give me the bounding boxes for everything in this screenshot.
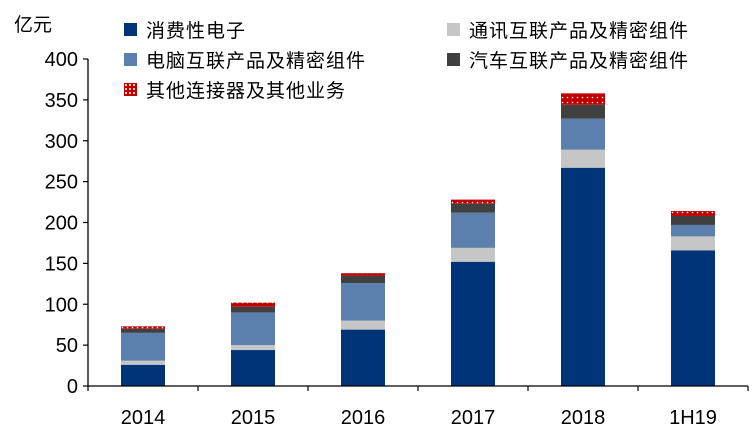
legend-item-other-business: 其他连接器及其他业务 [124,74,366,104]
y-tick-label: 300 [45,131,78,153]
bar-segment-1H19-series-4 [671,211,715,216]
bar-segment-2017-series-3 [451,203,495,213]
bar-segment-2014-series-3 [121,328,165,333]
bar-segment-1H19-series-2 [671,224,715,237]
bar-segment-2018-series-3 [561,104,605,119]
legend-label-other-business: 其他连接器及其他业务 [146,79,347,102]
legend-label-communication-interconnect: 通讯互联产品及精密组件 [469,19,690,42]
bar-segment-2015-series-4 [231,302,275,307]
bar-segment-2015-series-0 [231,350,275,386]
bar-segment-2015-series-3 [231,306,275,313]
bar-segment-2016-series-1 [341,320,385,330]
bar-segment-2015-series-2 [231,312,275,346]
bar-segment-2014-series-0 [121,364,165,386]
bar-segment-2018-series-1 [561,149,605,168]
bar-segment-1H19-series-3 [671,215,715,225]
bar-segment-2014-series-4 [121,326,165,329]
x-tick-label: 2014 [121,407,166,429]
bar-segment-2016-series-3 [341,275,385,283]
bar-segment-2014-series-2 [121,332,165,361]
bar-segment-2018-series-0 [561,167,605,386]
legend-swatch-computer-interconnect [124,52,137,66]
bar-segment-2015-series-1 [231,345,275,351]
bar-segment-2016-series-2 [341,282,385,321]
bar-segment-2017-series-1 [451,247,495,262]
legend-swatch-other-business [124,82,137,96]
bar-segment-2018-series-2 [561,118,605,150]
legend-column-right: 通讯互联产品及精密组件 汽车互联产品及精密组件 [447,14,689,74]
legend-item-automotive-interconnect: 汽车互联产品及精密组件 [447,44,689,74]
bar-segment-2018-series-4 [561,93,605,105]
y-tick-label: 0 [67,376,78,398]
y-tick-label: 50 [56,335,78,357]
legend-swatch-communication-interconnect [447,22,460,36]
legend-swatch-automotive-interconnect [447,52,460,66]
legend-label-consumer-electronics: 消费性电子 [146,19,247,42]
legend-column-left: 消费性电子 电脑互联产品及精密组件 其他连接器及其他业务 [124,14,366,104]
legend-label-automotive-interconnect: 汽车互联产品及精密组件 [469,49,690,72]
y-tick-label: 350 [45,90,78,112]
y-tick-label: 100 [45,294,78,316]
legend-label-computer-interconnect: 电脑互联产品及精密组件 [146,49,367,72]
y-axis-unit-label: 亿元 [14,14,53,36]
y-tick-label: 150 [45,253,78,275]
x-tick-label: 2015 [231,407,276,429]
bar-segment-2014-series-1 [121,360,165,365]
legend-item-consumer-electronics: 消费性电子 [124,14,366,44]
bar-segment-1H19-series-0 [671,250,715,386]
y-tick-label: 400 [45,49,78,71]
bar-segment-2017-series-0 [451,261,495,386]
x-tick-label: 1H19 [669,407,717,429]
bar-segment-2017-series-2 [451,212,495,248]
y-tick-label: 200 [45,213,78,235]
legend-item-computer-interconnect: 电脑互联产品及精密组件 [124,44,366,74]
bar-segment-2016-series-4 [341,273,385,276]
x-tick-label: 2018 [561,407,606,429]
x-tick-label: 2017 [451,407,496,429]
bar-segment-2016-series-0 [341,329,385,386]
bar-segment-1H19-series-1 [671,236,715,251]
x-tick-label: 2016 [341,407,386,429]
legend-swatch-consumer-electronics [124,22,137,36]
legend-item-communication-interconnect: 通讯互联产品及精密组件 [447,14,689,44]
y-tick-label: 250 [45,172,78,194]
bar-segment-2017-series-4 [451,199,495,204]
